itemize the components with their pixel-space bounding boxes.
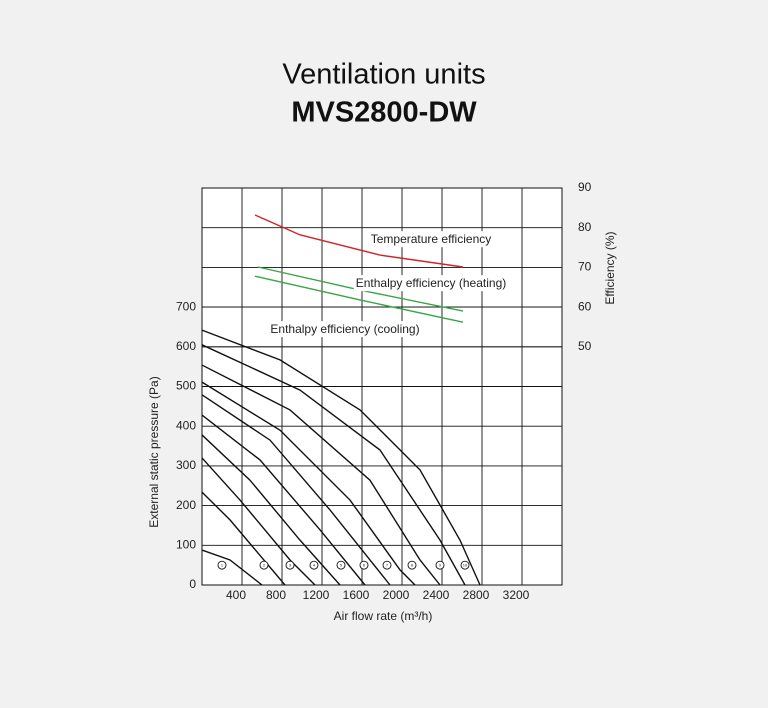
y2-tick-label: 60 xyxy=(578,299,592,313)
fan-curve xyxy=(201,434,341,586)
x-tick-label: 2800 xyxy=(463,588,490,602)
x-tick-label: 800 xyxy=(266,588,286,602)
fan-curve xyxy=(201,329,481,586)
x-tick-label: 400 xyxy=(226,588,246,602)
chart-subtitle: MVS2800-DW xyxy=(291,97,477,129)
speed-label: 1 xyxy=(221,563,224,568)
fan-curve xyxy=(201,549,263,586)
fan-curve xyxy=(201,457,316,586)
speed-label: 6 xyxy=(363,563,366,568)
fan-curve xyxy=(201,381,416,586)
y2-tick-label: 90 xyxy=(578,180,592,194)
speed-marker xyxy=(217,560,227,570)
label-background xyxy=(368,231,494,248)
speed-marker xyxy=(309,560,319,570)
fan-curve xyxy=(201,364,441,586)
speed-marker xyxy=(435,560,445,570)
line-label: Temperature efficiency xyxy=(371,232,492,246)
speed-marker xyxy=(382,560,392,570)
speed-marker xyxy=(460,560,470,570)
y-tick-label: 0 xyxy=(189,577,196,591)
speed-label: 8 xyxy=(411,563,414,568)
y-tick-label: 200 xyxy=(176,498,196,512)
chart-title: Ventilation units xyxy=(282,59,485,91)
plot-border xyxy=(201,187,563,586)
speed-label: 2 xyxy=(263,563,266,568)
label-background xyxy=(353,275,509,292)
x-axis-label: Air flow rate (m³/h) xyxy=(334,609,433,623)
speed-marker xyxy=(359,560,369,570)
y-axis-label: External static pressure (Pa) xyxy=(147,376,161,527)
speed-marker xyxy=(407,560,417,570)
x-tick-label: 1600 xyxy=(343,588,370,602)
x-tick-label: 3200 xyxy=(503,588,530,602)
speed-label: 3 xyxy=(289,563,292,568)
y-tick-label: 300 xyxy=(176,458,196,472)
y2-tick-label: 80 xyxy=(578,220,592,234)
y-tick-label: 100 xyxy=(176,537,196,551)
x-tick-label: 1200 xyxy=(303,588,330,602)
label-background xyxy=(268,321,422,338)
y2-tick-label: 50 xyxy=(578,339,592,353)
y2-tick-label: 70 xyxy=(578,260,592,274)
line-label: Enthalpy efficiency (cooling) xyxy=(270,322,419,336)
y-tick-label: 600 xyxy=(176,339,196,353)
x-tick-label: 2400 xyxy=(423,588,450,602)
speed-label: 7 xyxy=(386,563,389,568)
x-tick-label: 2000 xyxy=(383,588,410,602)
line-label: Enthalpy efficiency (heating) xyxy=(356,276,507,290)
speed-marker xyxy=(259,560,269,570)
y-tick-label: 400 xyxy=(176,418,196,432)
speed-marker xyxy=(285,560,295,570)
efficiency-line xyxy=(254,214,464,268)
fan-curve xyxy=(201,394,391,586)
efficiency-line xyxy=(254,275,464,323)
speed-label: 5 xyxy=(340,563,343,568)
y-tick-label: 700 xyxy=(176,299,196,313)
speed-label: 9 xyxy=(439,563,442,568)
fan-curve xyxy=(201,344,466,586)
speed-marker xyxy=(336,560,346,570)
fan-curve xyxy=(201,414,366,586)
speed-label: 4 xyxy=(313,563,316,568)
speed-label: 10 xyxy=(463,563,468,568)
y2-axis-label: Efficiency (%) xyxy=(603,231,617,304)
y-tick-label: 500 xyxy=(176,379,196,393)
